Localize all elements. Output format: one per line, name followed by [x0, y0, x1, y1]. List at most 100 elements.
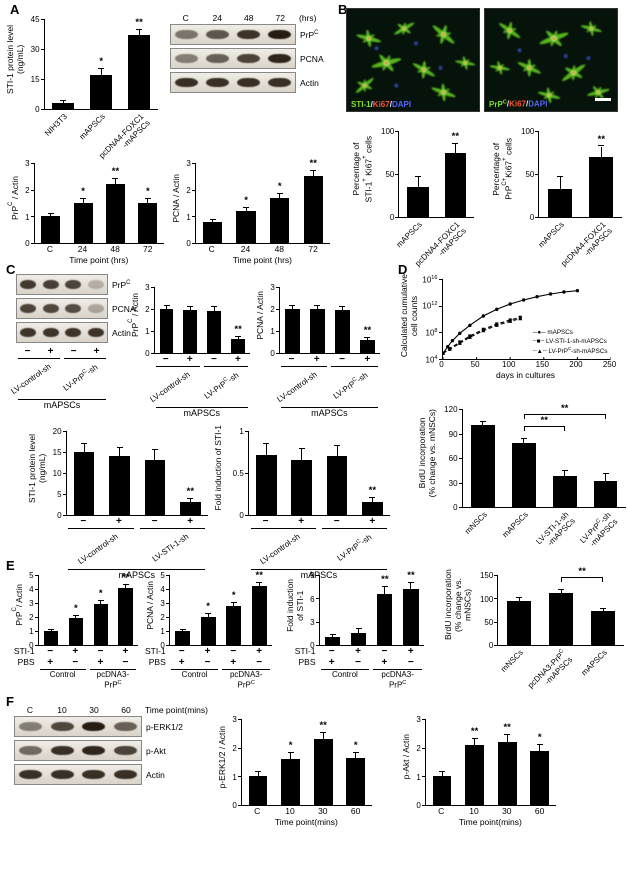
- protein-band: [82, 722, 106, 731]
- y-axis-label: STI-1 protein level (ng/mL): [27, 433, 47, 503]
- treatment-cell: +: [72, 646, 79, 657]
- y-tick-label: 2: [232, 743, 237, 753]
- x-tick-label: 10: [469, 806, 479, 816]
- treatment-cell: −: [262, 516, 269, 527]
- protein-band: [175, 54, 198, 63]
- error-bar: [82, 199, 84, 203]
- significance-marker: **: [319, 720, 327, 732]
- y-tick-label: 20: [52, 427, 62, 437]
- x-tick-label: 100: [502, 360, 516, 369]
- bar: [549, 592, 574, 645]
- protein-band: [42, 304, 59, 313]
- x-tick-label: 0: [439, 360, 444, 369]
- error-bar: [291, 305, 293, 309]
- caption-part: PrPC: [489, 99, 507, 109]
- treatment-cell: +: [186, 354, 193, 365]
- treatment-cell: +: [178, 657, 185, 668]
- bar: [593, 480, 618, 507]
- error-bar: [83, 443, 85, 452]
- error-bar: [371, 498, 373, 503]
- y-axis-label: PCNA / Actin: [171, 173, 181, 223]
- chart-brdu-incorporation-knockdown: BrdU incorporation (% change vs. mNSCs) 0 3…: [417, 398, 626, 578]
- caption-part: /: [370, 100, 373, 109]
- legend-entry: ─●─ mAPSCs: [532, 329, 573, 337]
- y-tick-label: 0.5: [232, 469, 244, 479]
- lane-label: 10: [57, 705, 67, 715]
- chart-prpc-actin-knockdown: PrPC / Actin 0 1 2 3 ** − + − + LV-control-sh LV-Pr…: [128, 276, 250, 426]
- error-bar: [50, 629, 52, 631]
- y-tick-label: 1: [186, 212, 191, 222]
- treatment-cell: −: [333, 516, 340, 527]
- y-tick-label: 60: [448, 454, 458, 464]
- treatment-cell: −: [407, 657, 414, 668]
- y-axis: 0 1 2 3: [266, 283, 280, 358]
- treatment-cell: −: [339, 354, 345, 365]
- plot-area: **: [398, 131, 474, 218]
- bar: [226, 605, 242, 645]
- y-tick-label: 100: [521, 127, 535, 137]
- error-bar: [564, 471, 566, 476]
- protein-band: [19, 722, 43, 731]
- plot-area: ****: [33, 164, 164, 244]
- y-tick-label: 2: [25, 185, 30, 195]
- chart-sti1-protein-level: STI-1 protein level (ng/mL) 0 15 30 45 * ** NIH3…: [5, 8, 158, 160]
- significance-bracket: **: [561, 566, 604, 582]
- error-bar: [213, 306, 215, 312]
- x-tick-label: 24: [240, 244, 251, 254]
- caption-part: DAPI: [528, 100, 548, 109]
- bar: [175, 631, 190, 645]
- significance-marker: *: [231, 590, 236, 602]
- protein-band: [20, 328, 37, 337]
- treatment-cell: −: [355, 657, 362, 668]
- treatment-cell: −: [80, 516, 87, 527]
- legend-entry: ┄▲┄ LV-PrPC-sh-mAPSCs: [532, 345, 608, 355]
- protein-band: [42, 280, 59, 289]
- protein-band: [113, 746, 137, 755]
- lane-unit-label: Time point(mins): [145, 705, 208, 715]
- significance-marker: *: [288, 740, 293, 752]
- bar: [407, 186, 429, 217]
- error-bar: [417, 176, 419, 187]
- group-label: LV-PrPC-sh: [321, 528, 388, 563]
- bar: [41, 216, 61, 243]
- x-tick-label: 72: [308, 244, 318, 254]
- caption-part: /: [525, 100, 529, 109]
- treatment-cell: +: [364, 354, 371, 365]
- y-tick-label: 30: [448, 478, 458, 488]
- chart-prpc-actin-timecourse: PrPC / Actin 0 1 2 3 * ** * C 24 48 72 Time point (h…: [8, 152, 164, 272]
- group-label: pcDNA3- PrPC: [89, 669, 136, 690]
- y-tick-label: 3: [186, 159, 191, 169]
- y-axis: 0 50 100: [374, 127, 400, 222]
- x-tick-label: 24: [77, 244, 88, 254]
- western-blot-timecourse: C 24 48 72 (hrs) PrPC PCNA Actin: [170, 12, 324, 96]
- treatment-cell: +: [187, 516, 194, 527]
- significance-marker: **: [186, 486, 195, 498]
- y-tick-label: 0: [35, 105, 40, 115]
- bar: [325, 637, 341, 645]
- protein-band: [87, 304, 104, 313]
- x-tick-label: mAPSCs: [579, 648, 610, 678]
- x-tick-label: 10: [285, 806, 295, 816]
- error-bar: [316, 305, 318, 309]
- y-tick-label: 1: [232, 772, 237, 782]
- treatment-cell: −: [328, 646, 335, 657]
- error-bar: [454, 143, 456, 153]
- error-bar: [410, 582, 412, 589]
- y-axis: 0 0.5 1: [224, 427, 249, 520]
- blot-strip: [16, 322, 108, 343]
- protein-band: [237, 30, 260, 39]
- plot-area: **: [497, 566, 624, 646]
- group-label: LV-control-sh: [9, 358, 61, 396]
- bar: [362, 502, 383, 515]
- y-tick-label: 0: [239, 511, 244, 521]
- group-label: pcDNA3- PrPC: [222, 669, 270, 690]
- caption-part: Ki67: [372, 100, 390, 109]
- bar: [159, 309, 174, 353]
- protein-band: [113, 722, 137, 731]
- significance-marker: **: [407, 569, 415, 581]
- treatment-cell: −: [97, 646, 104, 657]
- y-tick-label: 2: [145, 305, 150, 315]
- lane-label: 48: [244, 13, 254, 23]
- x-tick-label: 48: [110, 244, 120, 254]
- group-label: pcDNA3- PrPC: [373, 669, 422, 690]
